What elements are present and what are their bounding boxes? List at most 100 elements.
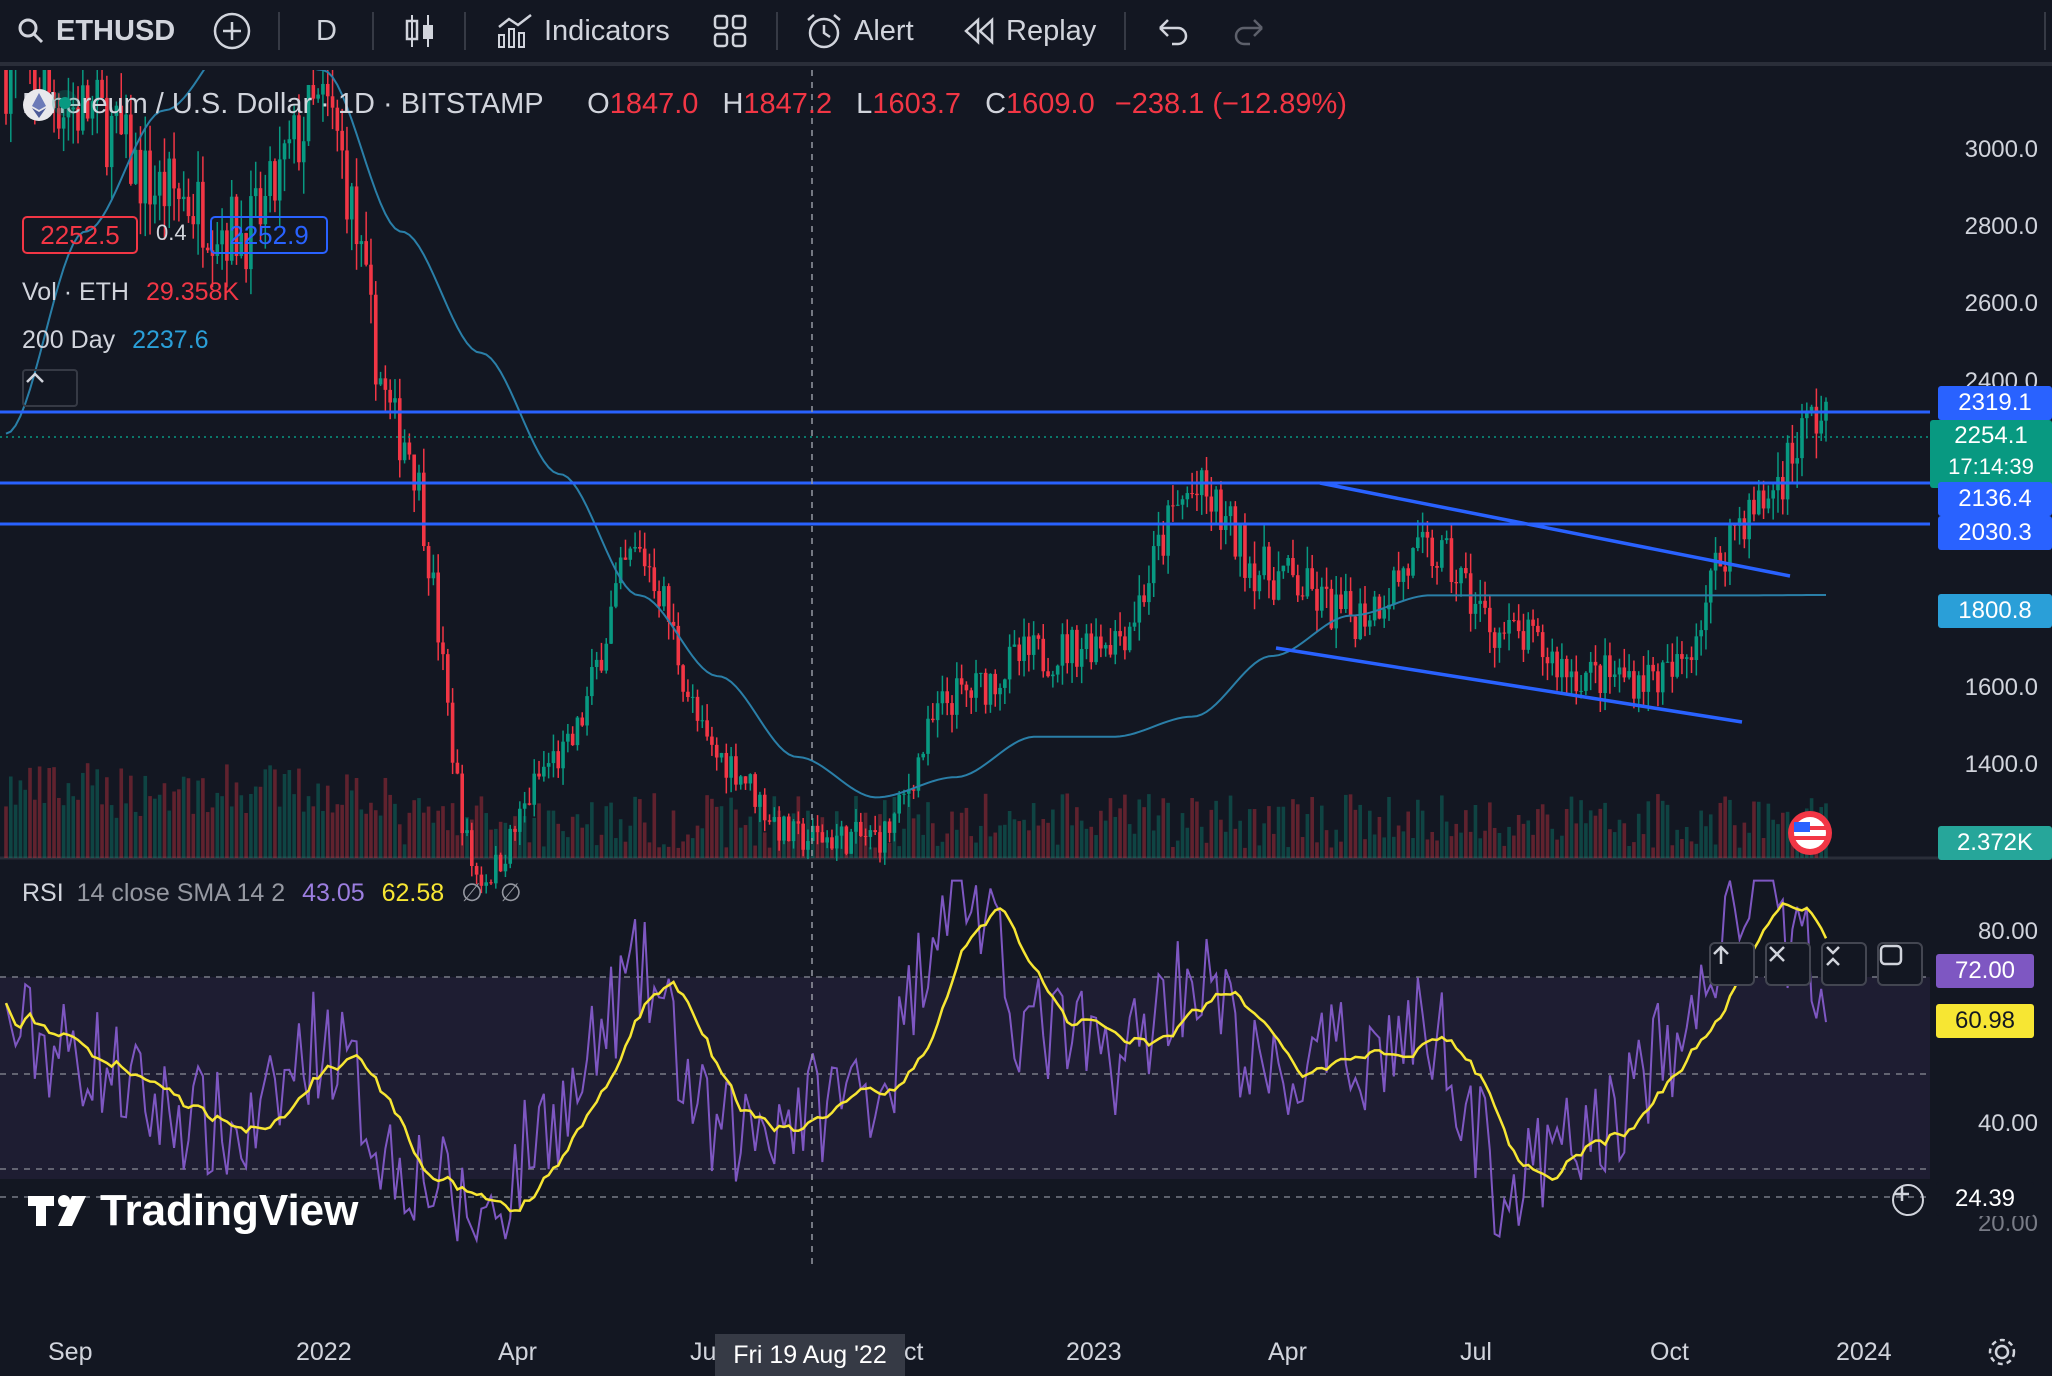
redo-button[interactable] (1232, 0, 1266, 62)
price-chart-canvas[interactable] (0, 70, 2052, 1310)
candle-body (1761, 490, 1766, 509)
volume-bar (1012, 819, 1017, 858)
candle-body (85, 85, 90, 119)
candle-body (1089, 633, 1094, 663)
ma-legend[interactable]: 200 Day 2237.6 (22, 326, 209, 354)
candle-body (172, 158, 176, 189)
candle-body (143, 150, 148, 204)
candle-body (1742, 518, 1747, 540)
level-tag-2030[interactable]: 2030.3 (1938, 516, 2052, 550)
time-tick: Oct (1650, 1338, 1689, 1366)
pane-maximize-button[interactable] (1877, 942, 1923, 986)
candle-body (1339, 594, 1343, 610)
level-tag-2136[interactable]: 2136.4 (1938, 482, 2052, 516)
search-icon (18, 18, 44, 44)
pane-close-button[interactable] (1765, 942, 1811, 986)
volume-bar (1281, 806, 1286, 858)
candle-body (1291, 557, 1295, 576)
us-flag-icon[interactable] (1788, 811, 1832, 855)
volume-bar (1560, 835, 1564, 858)
candle-body (1334, 594, 1338, 629)
candle-body (1617, 667, 1622, 675)
trendline-upper[interactable] (1319, 481, 1791, 578)
pane-move-up-button[interactable] (1709, 942, 1755, 986)
candle-body (277, 159, 282, 201)
last-price-tag[interactable]: 2254.1 17:14:39 (1930, 420, 2052, 488)
candle-body (301, 141, 306, 163)
candle-body (297, 115, 301, 163)
trendline-lower[interactable] (1275, 646, 1743, 724)
volume-legend[interactable]: Vol · ETH 29.358K (22, 278, 240, 306)
candle-body (1233, 506, 1238, 557)
volume-bar (479, 796, 484, 858)
rsi-legend[interactable]: RSI 14 close SMA 14 2 43.05 62.58 ∅ ∅ (22, 879, 522, 907)
volume-bar (1276, 806, 1281, 858)
candle-body (950, 703, 954, 715)
collapse-legend-button[interactable] (22, 369, 78, 407)
chart-area[interactable]: Ethereum / U.S. Dollar · 1D · BITSTAMP O… (0, 70, 2052, 1376)
candle-body (1295, 575, 1300, 596)
candle-body (1247, 563, 1252, 578)
volume-bar (143, 775, 148, 858)
candle-body (935, 703, 940, 721)
volume-bar (441, 806, 445, 858)
volume-bar (359, 809, 364, 858)
redo-icon (1234, 19, 1263, 46)
level-tag-2319[interactable]: 2319.1 (1938, 386, 2052, 420)
candle-body (1075, 629, 1079, 667)
volume-bar (1209, 809, 1214, 858)
layout-button[interactable] (712, 0, 748, 62)
candle-body (503, 863, 508, 872)
candle-body (830, 837, 834, 849)
volume-bar (599, 834, 604, 858)
volume-bar (153, 798, 157, 858)
undo-button[interactable] (1156, 0, 1190, 62)
volume-bar (1708, 814, 1713, 858)
candle-body (244, 233, 248, 270)
volume-bar (705, 795, 709, 858)
volume-bar (503, 822, 508, 858)
candle-body (657, 591, 661, 607)
volume-bar (614, 838, 618, 858)
volume-bar (220, 796, 224, 858)
candle-body (801, 823, 805, 850)
add-alert-button[interactable] (1892, 1184, 1924, 1216)
volume-bar (1675, 829, 1679, 858)
ask-price-box[interactable]: 2252.9 (210, 216, 328, 254)
replay-button[interactable]: Replay (962, 0, 1096, 62)
candle-body (719, 752, 724, 758)
candle-body (1411, 548, 1415, 576)
candle-body (292, 115, 296, 140)
pane-collapse-button[interactable] (1821, 942, 1867, 986)
alert-button[interactable]: Alert (804, 0, 914, 62)
bid-price-box[interactable]: 2252.5 (22, 216, 138, 254)
candle-body (57, 108, 61, 129)
candle-body (705, 720, 709, 737)
chart-type-button[interactable] (404, 0, 436, 62)
volume-bar (782, 838, 786, 858)
candle-body (1785, 442, 1790, 500)
volume-bar (1161, 798, 1166, 858)
volume-bar (1776, 824, 1780, 858)
candle-body (1343, 591, 1348, 610)
symbol-title[interactable]: Ethereum / U.S. Dollar · 1D · BITSTAMP (22, 88, 544, 120)
volume-bar (61, 805, 66, 858)
volume-bar (1055, 844, 1060, 858)
candle-body (873, 830, 877, 833)
volume-bar (172, 791, 176, 858)
interval-button[interactable]: D (316, 0, 337, 62)
volume-bar (810, 829, 815, 858)
candle-body (1588, 661, 1593, 673)
candle-body (340, 130, 344, 151)
candle-body (1416, 537, 1420, 549)
volume-bar (1267, 806, 1271, 858)
volume-bar (628, 825, 633, 858)
volume-bar (1497, 832, 1502, 858)
compare-button[interactable] (212, 0, 252, 62)
indicators-button[interactable]: Indicators (496, 0, 670, 62)
symbol-search[interactable]: ETHUSD (16, 0, 175, 62)
candle-body (1065, 634, 1070, 664)
candle-body (364, 241, 368, 265)
candle-body (508, 828, 513, 864)
candle-body (1555, 651, 1559, 678)
